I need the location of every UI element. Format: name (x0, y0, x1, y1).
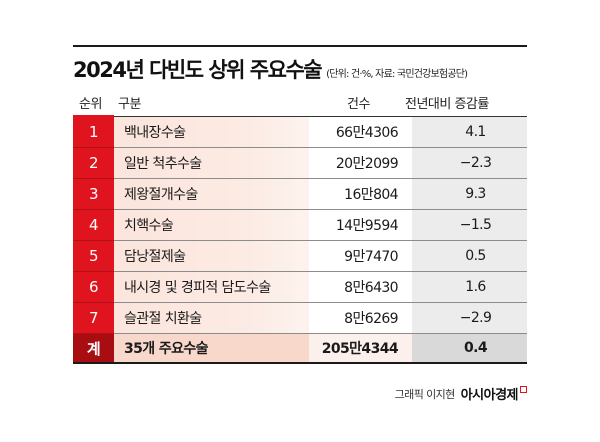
rank-cell: 5 (73, 240, 114, 272)
rank-cell: 6 (73, 271, 114, 303)
count-cell: 9만7470 (309, 240, 412, 272)
header-accent-bar (73, 115, 114, 117)
total-name-cell: 35개 주요수술 (114, 333, 309, 364)
publisher-logo-mark-icon (520, 386, 527, 393)
table-row: 4 치핵수술 14만9594 −1.5 (73, 209, 527, 241)
count-cell: 8만6430 (309, 271, 412, 303)
table-row: 7 슬관절 치환술 8만6269 −2.9 (73, 302, 527, 334)
table-header: 순위 구분 건수 전년대비 증감률 (73, 90, 527, 116)
rate-cell: 9.3 (412, 178, 527, 210)
header-rank: 순위 (79, 97, 102, 112)
graphic-credit: 그래픽 이지현 (394, 387, 456, 401)
table-row: 5 담낭절제술 9만7470 0.5 (73, 240, 527, 272)
count-cell: 66만4306 (309, 117, 412, 148)
name-cell: 치핵수술 (114, 209, 309, 241)
publisher-logo-text: 아시아경제 (460, 388, 519, 403)
title-row: 2024년 다빈도 상위 주요수술 (단위: 건·%, 자료: 국민건강보험공단… (73, 54, 533, 84)
total-rate-cell: 0.4 (412, 333, 527, 364)
total-count-cell: 205만4344 (309, 333, 412, 364)
rate-cell: 4.1 (412, 117, 527, 148)
name-cell: 담낭절제술 (114, 240, 309, 272)
table-row: 6 내시경 및 경피적 담도수술 8만6430 1.6 (73, 271, 527, 303)
rate-cell: −2.3 (412, 147, 527, 179)
name-cell: 슬관절 치환술 (114, 302, 309, 334)
name-cell: 백내장수술 (114, 117, 309, 148)
table-row: 2 일반 척추수술 20만2099 −2.3 (73, 147, 527, 179)
header-rate: 전년대비 증감률 (405, 97, 489, 112)
header-count: 건수 (347, 97, 370, 112)
surgery-table: 1 백내장수술 66만4306 4.1 2 일반 척추수술 20만2099 −2… (73, 117, 527, 364)
credit-line: 그래픽 이지현 아시아경제 (395, 384, 527, 403)
name-cell: 내시경 및 경피적 담도수술 (114, 271, 309, 303)
rank-cell: 1 (73, 117, 114, 148)
total-label-cell: 계 (73, 333, 114, 364)
name-cell: 일반 척추수술 (114, 147, 309, 179)
rank-cell: 3 (73, 178, 114, 210)
count-cell: 20만2099 (309, 147, 412, 179)
subtitle-units-source: (단위: 건·%, 자료: 국민건강보험공단) (326, 69, 468, 80)
table-row: 3 제왕절개수술 16만804 9.3 (73, 178, 527, 210)
page-title: 2024년 다빈도 상위 주요수술 (73, 58, 323, 82)
count-cell: 16만804 (309, 178, 412, 210)
rate-cell: 0.5 (412, 240, 527, 272)
rate-cell: 1.6 (412, 271, 527, 303)
header-rule (73, 116, 527, 117)
count-cell: 8만6269 (309, 302, 412, 334)
rate-cell: −2.9 (412, 302, 527, 334)
rank-cell: 2 (73, 147, 114, 179)
header-name: 구분 (118, 97, 141, 112)
total-row: 계 35개 주요수술 205만4344 0.4 (73, 333, 527, 364)
name-cell: 제왕절개수술 (114, 178, 309, 210)
count-cell: 14만9594 (309, 209, 412, 241)
table-row: 1 백내장수술 66만4306 4.1 (73, 117, 527, 148)
top-rule (73, 45, 527, 47)
rank-cell: 4 (73, 209, 114, 241)
rank-cell: 7 (73, 302, 114, 334)
rate-cell: −1.5 (412, 209, 527, 241)
